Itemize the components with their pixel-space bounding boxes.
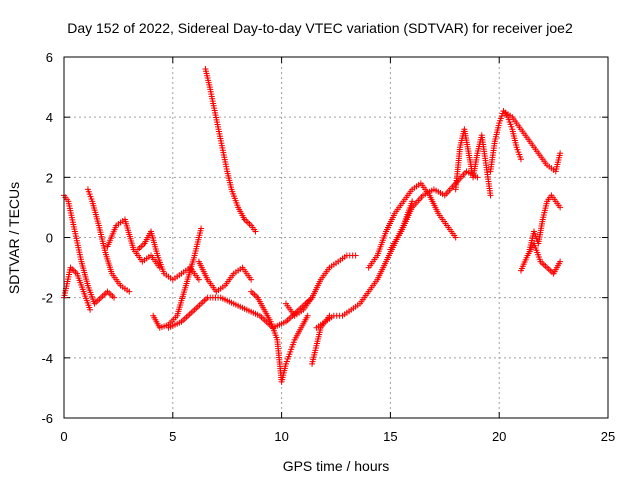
- grid: [64, 57, 608, 418]
- data-point: [452, 234, 459, 241]
- data-point: [198, 225, 205, 232]
- data-point: [248, 276, 255, 283]
- x-axis-ticks: 0 5 10 15 20 25: [60, 57, 615, 444]
- y-tick-label: -4: [41, 351, 53, 366]
- y-tick-label: 6: [46, 50, 53, 65]
- data-point: [352, 252, 359, 259]
- x-tick-label: 10: [274, 429, 288, 444]
- data-point: [126, 288, 133, 295]
- y-tick-label: 2: [46, 170, 53, 185]
- data-point: [557, 204, 564, 211]
- data-point: [487, 192, 494, 199]
- x-tick-label: 20: [492, 429, 506, 444]
- y-tick-label: -6: [41, 411, 53, 426]
- data-point: [87, 306, 94, 313]
- x-tick-label: 15: [383, 429, 397, 444]
- data-point: [409, 198, 416, 205]
- chart-title: Day 152 of 2022, Sidereal Day-to-day VTE…: [67, 20, 573, 36]
- data-point: [252, 228, 259, 235]
- data-point: [557, 150, 564, 157]
- x-axis-label: GPS time / hours: [283, 458, 390, 474]
- plot-frame: [63, 56, 609, 419]
- data-point: [195, 276, 202, 283]
- x-tick-label: 0: [60, 429, 67, 444]
- y-tick-label: 0: [46, 231, 53, 246]
- data-point: [304, 312, 311, 319]
- x-tick-label: 25: [601, 429, 615, 444]
- data-point: [111, 294, 118, 301]
- data-point: [557, 258, 564, 265]
- data-points: [61, 66, 564, 385]
- x-tick-label: 5: [169, 429, 176, 444]
- y-tick-label: -2: [41, 291, 53, 306]
- y-axis-label: SDTVAR / TECUs: [6, 182, 22, 294]
- y-tick-label: 4: [46, 110, 53, 125]
- data-point: [517, 156, 524, 163]
- y-axis-ticks: -6 -4 -2 0 2 4 6: [41, 50, 608, 426]
